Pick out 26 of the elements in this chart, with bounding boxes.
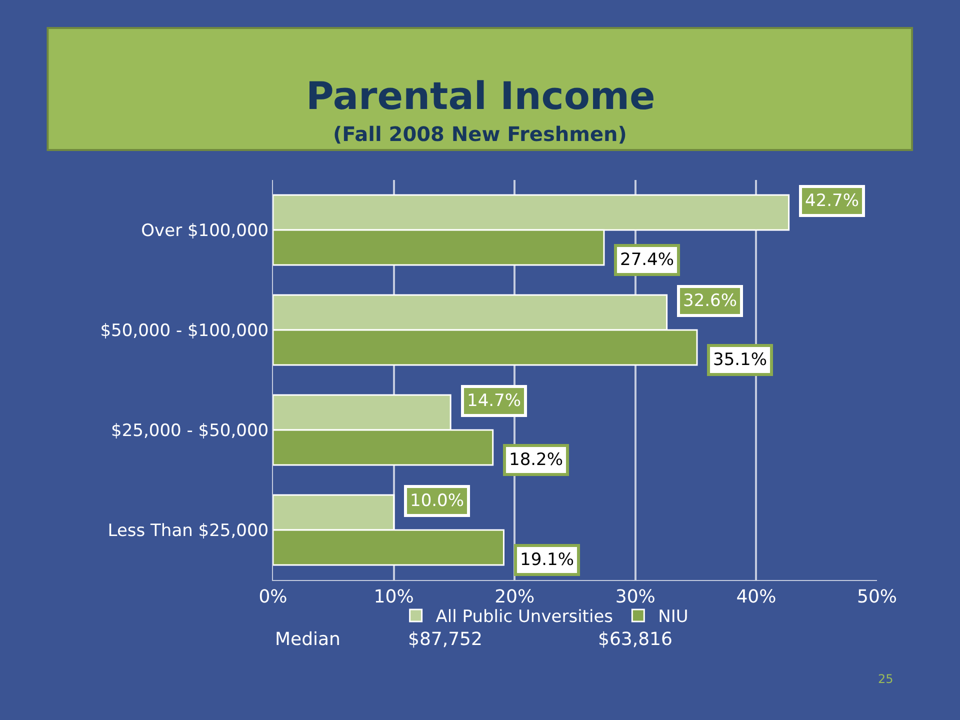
x-tick-label: 10% <box>374 586 414 608</box>
x-tick-label: 50% <box>856 586 898 608</box>
legend-label: NIU <box>658 607 688 628</box>
data-label: 32.6% <box>683 291 738 311</box>
text: 25 <box>878 672 894 686</box>
y-tick-label: $25,000 - $50,000 <box>111 420 269 441</box>
data-label: 42.7% <box>805 191 860 211</box>
text: Median <box>275 629 340 650</box>
legend-label: All Public Unversities <box>436 607 614 628</box>
y-tick-label: Over $100,000 <box>141 220 269 241</box>
x-tick-label: 0% <box>258 586 288 608</box>
data-label: 19.1% <box>520 550 574 570</box>
text: $87,752 <box>408 629 482 650</box>
data-label: 10.0% <box>410 491 464 511</box>
data-label: 27.4% <box>620 250 674 270</box>
x-tick-label: 30% <box>615 586 656 608</box>
y-tick-label: $50,000 - $100,000 <box>100 320 269 341</box>
data-label: 14.7% <box>467 391 522 411</box>
y-tick-label: Less Than $25,000 <box>108 520 269 541</box>
text: $63,816 <box>598 629 672 650</box>
data-label: 18.2% <box>509 450 564 470</box>
chart-title: Parental Income <box>306 74 656 118</box>
chart-subtitle: (Fall 2008 New Freshmen) <box>333 122 627 146</box>
data-label: 35.1% <box>713 350 768 370</box>
x-tick-label: 40% <box>736 586 776 608</box>
x-tick-label: 20% <box>494 586 535 608</box>
